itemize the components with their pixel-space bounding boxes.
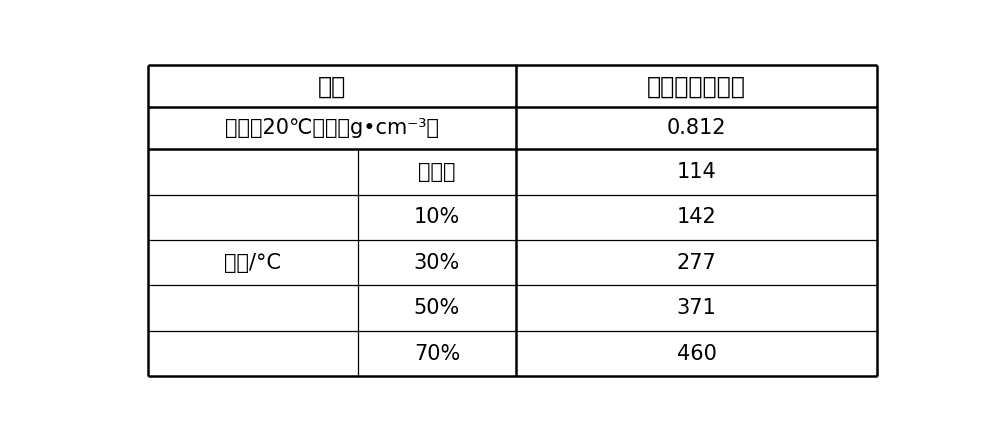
Text: 10%: 10% bbox=[414, 207, 460, 227]
Text: 0.812: 0.812 bbox=[667, 118, 726, 138]
Text: 70%: 70% bbox=[414, 344, 460, 364]
Text: 114: 114 bbox=[677, 162, 716, 182]
Text: 低温费托合成油: 低温费托合成油 bbox=[647, 74, 746, 99]
Text: 密度（20℃）／（g•cm⁻³）: 密度（20℃）／（g•cm⁻³） bbox=[225, 118, 439, 138]
Text: 30%: 30% bbox=[414, 253, 460, 273]
Text: 460: 460 bbox=[677, 344, 716, 364]
Text: 142: 142 bbox=[677, 207, 716, 227]
Text: 项目: 项目 bbox=[318, 74, 346, 99]
Text: 初馏点: 初馏点 bbox=[418, 162, 456, 182]
Text: 371: 371 bbox=[677, 298, 716, 318]
Text: 馏程/°C: 馏程/°C bbox=[224, 253, 281, 273]
Text: 50%: 50% bbox=[414, 298, 460, 318]
Text: 277: 277 bbox=[677, 253, 716, 273]
